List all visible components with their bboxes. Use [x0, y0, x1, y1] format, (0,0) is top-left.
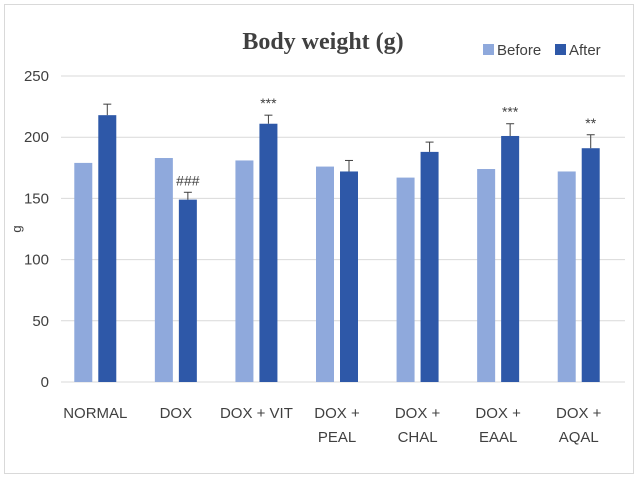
bar-before-5: [477, 169, 496, 382]
y-tick-label-150: 150: [24, 190, 49, 207]
category-label-1-0: DOX: [160, 405, 193, 422]
legend-label-before: Before: [497, 42, 541, 59]
y-tick-label-200: 200: [24, 129, 49, 146]
bar-after-3: [340, 171, 358, 382]
legend-swatch-after: [555, 44, 566, 55]
bar-after-1: [178, 199, 197, 382]
chart-title: Body weight (g): [242, 29, 403, 55]
category-label-6-1: AQAL: [559, 429, 599, 446]
category-label-6-0: DOX +: [556, 405, 602, 422]
y-tick-label-250: 250: [24, 68, 49, 85]
bar-before-2: [235, 160, 254, 382]
chart-frame: Body weight (g) Before After 0 50 100 150 200…: [4, 4, 634, 474]
significance-label-1: ###: [176, 172, 200, 188]
bar-after-2: [259, 123, 278, 383]
bar-after-0: [98, 115, 117, 382]
bar-before-1: [154, 158, 173, 382]
y-tick-label-100: 100: [24, 252, 49, 269]
bar-before-4: [396, 177, 415, 382]
significance-label-5: ***: [502, 104, 519, 120]
significance-label-6: **: [585, 115, 596, 131]
category-label-2-0: DOX + VIT: [220, 405, 293, 422]
bar-after-5: [501, 135, 520, 382]
category-labels: NORMAL DOX DOX + VIT DOX + PEAL DOX + CHAL DOX …: [63, 405, 601, 446]
significance-label-2: ***: [260, 95, 277, 111]
y-tick-label-0: 0: [41, 374, 49, 391]
y-axis-label: g: [9, 225, 24, 232]
bar-before-3: [316, 166, 334, 382]
legend-label-after: After: [569, 42, 601, 59]
category-label-5-0: DOX +: [475, 405, 521, 422]
y-tick-label-50: 50: [32, 313, 49, 330]
category-label-5-1: EAAL: [479, 429, 517, 446]
legend: Before After: [483, 42, 601, 59]
category-label-3-0: DOX +: [314, 405, 360, 422]
bar-before-6: [557, 171, 576, 382]
bar-chart: Body weight (g) Before After 0 50 100 150 200…: [9, 29, 625, 446]
bars: ###********: [74, 95, 600, 383]
category-label-4-0: DOX +: [395, 405, 441, 422]
category-label-3-1: PEAL: [318, 429, 356, 446]
bar-after-6: [581, 148, 600, 382]
bar-before-0: [74, 162, 93, 382]
legend-swatch-before: [483, 44, 494, 55]
bar-after-4: [420, 151, 439, 382]
category-label-0-0: NORMAL: [63, 405, 127, 422]
y-axis-ticks: 0 50 100 150 200 250: [24, 68, 49, 391]
category-label-4-1: CHAL: [398, 429, 438, 446]
